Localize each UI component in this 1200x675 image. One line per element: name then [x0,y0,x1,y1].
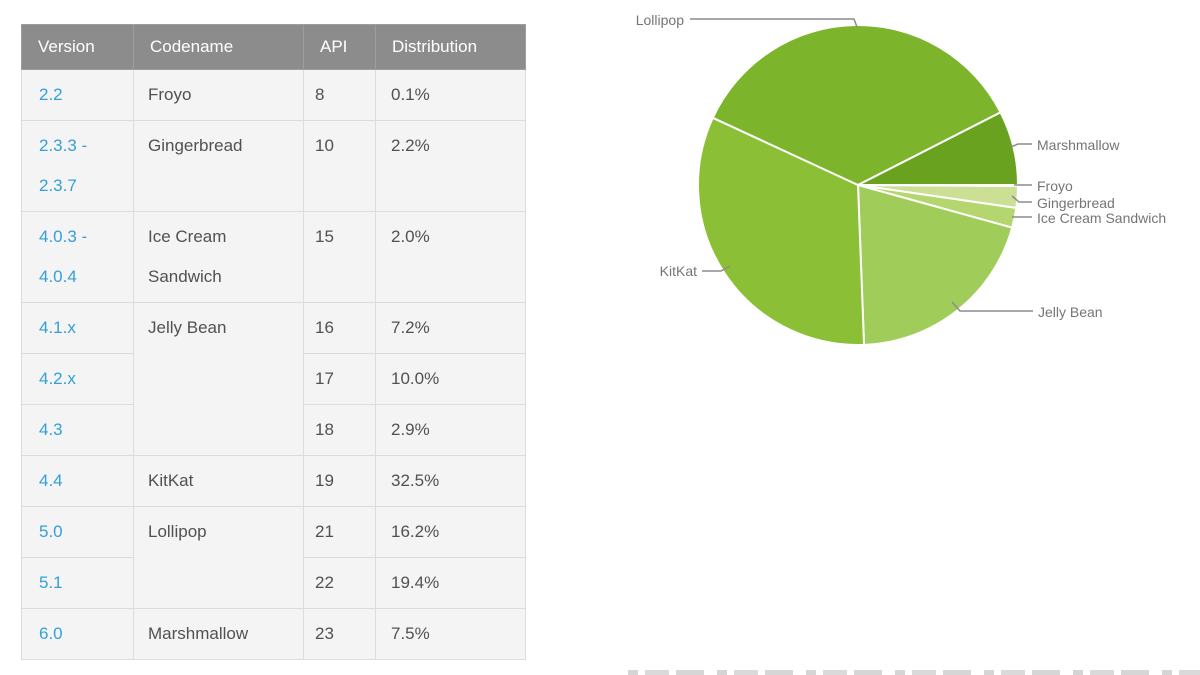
table-row: 5.1 22 19.4% [21,557,526,609]
pie-label-jelly-bean: Jelly Bean [1038,304,1103,320]
api-cell: 8 [303,69,376,121]
table-header-row: Version Codename API Distribution [21,24,526,70]
cropped-text-strip [628,670,1200,675]
version-cell[interactable]: 4.3 [21,404,134,456]
pie-label-ice-cream-sandwich: Ice Cream Sandwich [1037,210,1167,226]
pie-slice-jelly-bean[interactable] [857,184,1014,346]
pie-label-gingerbread: Gingerbread [1037,195,1115,211]
pie-slice-kitkat[interactable] [697,116,866,346]
pie-slice-lollipop[interactable] [711,24,1002,186]
pie-label-lollipop: Lollipop [635,12,684,28]
android-version-table: Version Codename API Distribution 2.2 Fro… [21,24,526,660]
pie-label-marshmallow: Marshmallow [1037,137,1120,153]
distribution-cell: 32.5% [375,455,526,507]
api-cell: 22 [303,557,376,609]
codename-cell: Jelly Bean [133,302,304,456]
column-header-codename: Codename [133,24,304,70]
leader-marshmallow [1010,143,1032,148]
version-cell[interactable]: 6.0 [21,608,134,660]
api-cell: 21 [303,506,376,558]
table-row: 4.2.x 17 10.0% [21,353,526,405]
version-cell[interactable]: 4.2.x [21,353,134,405]
api-cell: 10 [303,120,376,212]
pie-label-kitkat: KitKat [659,263,697,279]
distribution-cell: 7.5% [375,608,526,660]
api-cell: 17 [303,353,376,405]
codename-cell: Froyo [133,69,304,121]
leader-kitkat [702,265,731,272]
table-row: 4.0.3 -4.0.4 Ice Cream Sandwich 15 2.0% [21,211,526,303]
android-table-body: 2.2 Froyo 8 0.1% 2.3.3 -2.3.7 Gingerbread 10 2.… [21,69,526,660]
distribution-cell: 0.1% [375,69,526,121]
distribution-cell: 2.9% [375,404,526,456]
leader-gingerbread [1011,195,1032,203]
column-header-version: Version [21,24,134,70]
leader-lollipop [690,18,858,28]
leader-jelly-bean [951,301,1033,312]
pie-callout-lines [690,18,1033,312]
distribution-cell: 19.4% [375,557,526,609]
table-row: 6.0 Marshmallow 23 7.5% [21,608,526,660]
api-cell: 16 [303,302,376,354]
table-row: 2.2 Froyo 8 0.1% [21,69,526,121]
distribution-cell: 16.2% [375,506,526,558]
version-cell[interactable]: 2.2 [21,69,134,121]
version-cell[interactable]: 4.0.3 -4.0.4 [21,211,134,303]
version-cell[interactable]: 2.3.3 -2.3.7 [21,120,134,212]
table-row: 4.1.x Jelly Bean 16 7.2% [21,302,526,456]
table-row: 5.0 Lollipop 21 16.2% [21,506,526,609]
codename-cell: KitKat [133,455,304,507]
codename-cell: Marshmallow [133,608,304,660]
pie-slices [697,24,1020,346]
pie-label-froyo: Froyo [1037,178,1073,194]
table-row: 4.3 18 2.9% [21,404,526,456]
distribution-cell: 2.2% [375,120,526,212]
version-cell[interactable]: 4.1.x [21,302,134,354]
codename-cell: Ice Cream Sandwich [133,211,304,303]
table-row: 2.3.3 -2.3.7 Gingerbread 10 2.2% [21,120,526,212]
table-row: 4.4 KitKat 19 32.5% [21,455,526,507]
codename-cell: Lollipop [133,506,304,609]
column-header-distribution: Distribution [375,24,526,70]
distribution-cell: 7.2% [375,302,526,354]
